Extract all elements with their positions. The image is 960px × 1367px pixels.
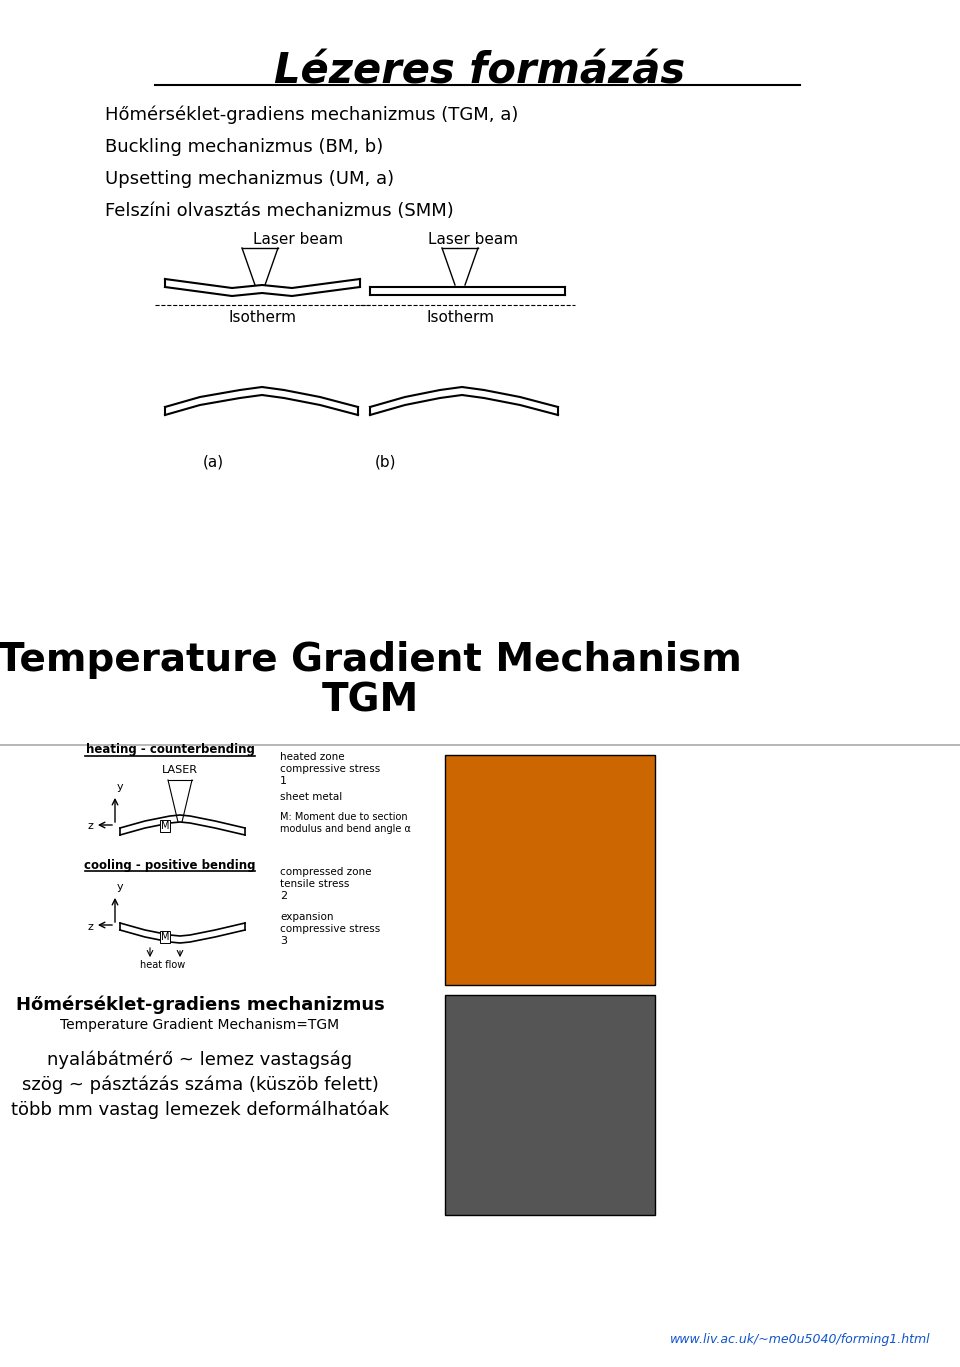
Text: Hőmérséklet-gradiens mechanizmus (TGM, a): Hőmérséklet-gradiens mechanizmus (TGM, a… bbox=[105, 105, 518, 124]
Text: compressive stress: compressive stress bbox=[280, 924, 380, 934]
Text: compressive stress: compressive stress bbox=[280, 764, 380, 774]
Text: 2: 2 bbox=[280, 891, 287, 901]
Text: Laser beam: Laser beam bbox=[428, 232, 518, 247]
Text: Isotherm: Isotherm bbox=[228, 310, 296, 325]
Text: Lézeres formázás: Lézeres formázás bbox=[275, 51, 685, 93]
Text: szög ~ pásztázás száma (küszöb felett): szög ~ pásztázás száma (küszöb felett) bbox=[21, 1076, 378, 1094]
Text: z: z bbox=[87, 822, 93, 831]
FancyBboxPatch shape bbox=[445, 995, 655, 1215]
Text: heated zone: heated zone bbox=[280, 752, 345, 761]
Text: tensile stress: tensile stress bbox=[280, 879, 349, 889]
Text: y: y bbox=[117, 782, 124, 791]
Text: több mm vastag lemezek deformálhatóak: több mm vastag lemezek deformálhatóak bbox=[11, 1100, 389, 1120]
Text: 3: 3 bbox=[280, 936, 287, 946]
Text: sheet metal: sheet metal bbox=[280, 791, 343, 802]
Text: modulus and bend angle α: modulus and bend angle α bbox=[280, 824, 411, 834]
Text: z: z bbox=[87, 921, 93, 932]
Text: M: M bbox=[160, 932, 169, 942]
Text: Buckling mechanizmus (BM, b): Buckling mechanizmus (BM, b) bbox=[105, 138, 383, 156]
Text: Hőmérséklet-gradiens mechanizmus: Hőmérséklet-gradiens mechanizmus bbox=[15, 995, 384, 1014]
Text: Upsetting mechanizmus (UM, a): Upsetting mechanizmus (UM, a) bbox=[105, 170, 395, 189]
Text: heat flow: heat flow bbox=[140, 960, 185, 971]
Text: expansion: expansion bbox=[280, 912, 333, 921]
Text: M: Moment due to section: M: Moment due to section bbox=[280, 812, 408, 822]
Text: Temperature Gradient Mechanism=TGM: Temperature Gradient Mechanism=TGM bbox=[60, 1018, 340, 1032]
Text: cooling - positive bending: cooling - positive bending bbox=[84, 858, 255, 872]
Text: TGM: TGM bbox=[322, 681, 419, 719]
FancyBboxPatch shape bbox=[445, 755, 655, 986]
Text: compressed zone: compressed zone bbox=[280, 867, 372, 878]
Text: y: y bbox=[117, 882, 124, 893]
Text: LASER: LASER bbox=[162, 766, 198, 775]
Text: Temperature Gradient Mechanism: Temperature Gradient Mechanism bbox=[0, 641, 742, 679]
Text: www.liv.ac.uk/~me0u5040/forming1.html: www.liv.ac.uk/~me0u5040/forming1.html bbox=[670, 1333, 930, 1346]
Text: heating - counterbending: heating - counterbending bbox=[85, 744, 254, 756]
Text: Felszíni olvasztás mechanizmus (SMM): Felszíni olvasztás mechanizmus (SMM) bbox=[105, 202, 454, 220]
Text: (b): (b) bbox=[375, 454, 396, 469]
Text: (a): (a) bbox=[203, 454, 224, 469]
Text: nyalábátmérő ~ lemez vastagság: nyalábátmérő ~ lemez vastagság bbox=[47, 1051, 352, 1069]
Text: M: M bbox=[160, 822, 169, 831]
Text: Isotherm: Isotherm bbox=[426, 310, 494, 325]
Text: 1: 1 bbox=[280, 776, 287, 786]
Text: Laser beam: Laser beam bbox=[252, 232, 343, 247]
